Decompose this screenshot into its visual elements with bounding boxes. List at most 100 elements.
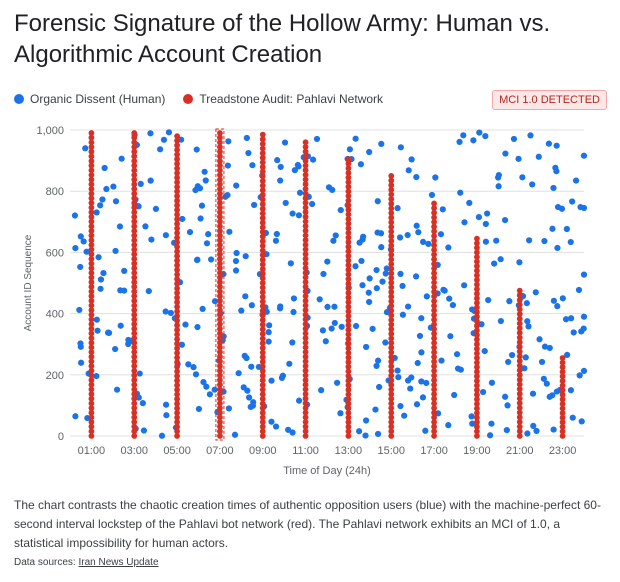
bot-point (131, 269, 138, 276)
bot-point (217, 172, 223, 178)
human-point (362, 417, 370, 424)
bot-point (259, 377, 266, 384)
bot-point (174, 377, 180, 384)
human-point (497, 256, 504, 263)
human-point (382, 339, 389, 346)
bot-point (559, 423, 566, 430)
bot-point (302, 344, 309, 351)
bot-point (345, 336, 352, 342)
bot-point (474, 378, 480, 384)
bot-point (345, 188, 352, 195)
human-point (137, 180, 144, 187)
bot-point (131, 367, 138, 374)
human-point (232, 257, 240, 265)
bot-point (345, 331, 352, 338)
bot-point (217, 428, 223, 435)
bot-point (302, 386, 309, 393)
human-point (456, 138, 463, 146)
bot-point (516, 358, 523, 364)
bot-point (88, 232, 95, 239)
human-point (445, 422, 452, 429)
human-point (486, 432, 494, 439)
human-point (522, 354, 529, 361)
bot-point (345, 170, 352, 176)
source-link[interactable]: Iran News Update (78, 557, 159, 568)
bot-point (431, 330, 437, 337)
bot-point (345, 160, 352, 167)
bot-point (345, 400, 352, 407)
human-point (428, 191, 436, 199)
legend-item-bot[interactable]: Treadstone Audit: Pahlavi Network (183, 92, 383, 106)
bot-point (516, 414, 523, 421)
human-point (470, 137, 477, 144)
y-tick-label: 0 (58, 431, 64, 443)
bot-point (345, 248, 352, 255)
legend-item-human[interactable]: Organic Dissent (Human) (14, 92, 165, 106)
bot-point (259, 326, 266, 333)
bot-point (388, 247, 395, 254)
bot-point (217, 246, 223, 253)
bot-point (345, 225, 352, 232)
bot-point (302, 349, 309, 355)
x-tick-label: 21:00 (506, 445, 534, 457)
bot-point (174, 368, 180, 375)
bot-point (217, 209, 223, 216)
bot-point (88, 386, 95, 393)
bot-point (217, 311, 223, 318)
human-point (226, 228, 233, 235)
bot-point (516, 404, 523, 411)
bot-point (259, 187, 266, 194)
human-point (211, 386, 218, 393)
human-point (369, 325, 376, 332)
human-point (337, 410, 344, 417)
bot-point (388, 335, 395, 342)
human-point (395, 374, 402, 381)
bot-point (259, 168, 266, 175)
human-point (408, 156, 415, 163)
bot-point (302, 223, 309, 230)
bot-point (474, 391, 480, 398)
bot-point (259, 433, 266, 439)
bot-point (174, 400, 180, 407)
bot-point (174, 336, 180, 343)
human-point (162, 308, 169, 315)
bot-point (217, 353, 223, 360)
human-point (468, 413, 475, 420)
bot-point (516, 372, 523, 378)
bot-point (174, 220, 180, 227)
human-point (469, 420, 476, 427)
bot-point (516, 301, 523, 308)
bot-point (88, 237, 95, 244)
human-point (118, 155, 125, 162)
human-point (72, 413, 79, 420)
bot-point (88, 311, 95, 318)
bot-point (474, 423, 480, 430)
bot-point (474, 327, 480, 334)
bot-point (302, 316, 309, 323)
bot-point (431, 335, 437, 342)
human-point (437, 231, 445, 238)
bot-point (431, 279, 437, 286)
bot-point (88, 423, 95, 430)
bot-point (174, 396, 180, 402)
bot-point (431, 358, 437, 365)
bot-point (431, 288, 437, 295)
bot-point (131, 153, 138, 160)
human-point (376, 383, 383, 391)
bot-point (345, 156, 352, 162)
human-point (488, 379, 496, 386)
human-point (538, 358, 546, 366)
bot-point (217, 302, 223, 309)
human-point (550, 184, 557, 192)
human-point (482, 238, 490, 245)
bot-point (431, 321, 437, 328)
human-point (461, 219, 468, 226)
human-point (352, 322, 360, 330)
bot-point (431, 400, 437, 407)
bot-point (259, 386, 266, 393)
bot-point (174, 188, 180, 195)
bot-point (131, 279, 138, 286)
bot-point (88, 372, 95, 379)
bot-point (388, 386, 395, 393)
human-point (101, 164, 108, 172)
